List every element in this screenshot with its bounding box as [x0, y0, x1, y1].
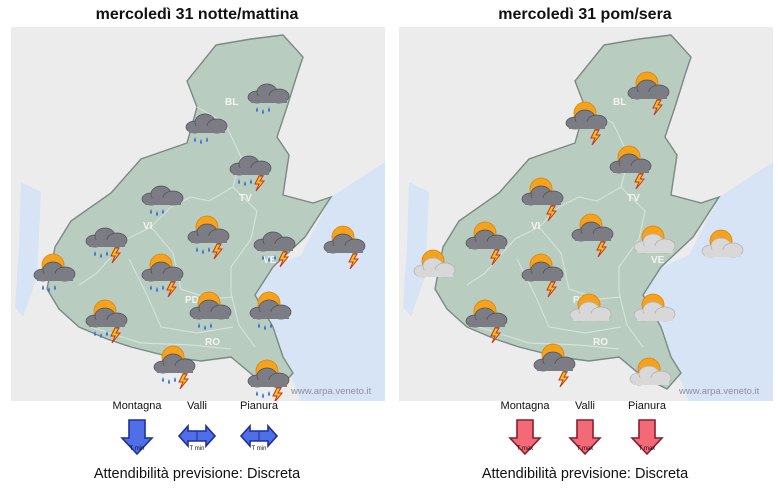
temp-label-montagna: Montagna: [112, 400, 162, 412]
sun-cloud-rain-icon: [249, 291, 292, 330]
sun-cloud-storm-icon: [609, 145, 652, 190]
temp-unit: T max: [516, 446, 534, 452]
sun-cloud-storm-icon: [565, 101, 608, 146]
sun-cloud-rain-storm-icon: [187, 215, 230, 260]
cloudy-rain-icon: [185, 113, 228, 144]
temp-label-pianura: Pianura: [628, 400, 666, 412]
cloudy-rain-storm-icon: [85, 227, 128, 264]
veneto-map: BL TV VI VE PD RO: [399, 27, 773, 401]
temp-label-valli: Valli: [187, 400, 207, 412]
sun-cloud-icon: [413, 249, 456, 278]
sun-cloud-storm-icon: [521, 253, 564, 298]
svg-text:BL: BL: [613, 97, 626, 108]
sun-cloud-storm-icon: [521, 177, 564, 222]
cloudy-rain-storm-icon: [253, 231, 296, 268]
sun-cloud-storm-icon: [571, 213, 614, 258]
cloudy-rain-icon: [141, 185, 184, 216]
sun-cloud-icon: [633, 225, 676, 254]
sun-cloud-storm-icon: [465, 299, 508, 344]
credit-text: www.arpa.veneto.it: [291, 386, 372, 397]
svg-text:VE: VE: [651, 255, 665, 266]
svg-text:TV: TV: [239, 193, 252, 204]
svg-text:VI: VI: [143, 221, 153, 232]
panel-title: mercoledì 31 pom/sera: [498, 6, 672, 23]
cloudy-rain-storm-icon: [229, 155, 272, 192]
sun-cloud-icon: [629, 357, 672, 386]
svg-text:RO: RO: [593, 337, 608, 348]
forecast-panel-right: mercoledì 31 pom/sera BL TV VI VE PD RO …: [395, 0, 775, 488]
red-down-arrow-icon: [568, 419, 602, 456]
blue-stable-arrow-icon: [177, 423, 217, 449]
sun-cloud-rain-storm-icon: [141, 253, 184, 298]
svg-text:PD: PD: [185, 295, 199, 306]
cloudy-rain-icon: [247, 83, 290, 114]
sun-cloud-storm-icon: [465, 221, 508, 266]
reliability-text: Attendibilità previsione: Discreta: [481, 466, 689, 482]
reliability-text: Attendibilità previsione: Discreta: [93, 466, 301, 482]
veneto-map: BL TV VI VE PD RO: [11, 27, 385, 401]
red-down-arrow-icon: [630, 419, 664, 456]
sun-cloud-icon: [569, 293, 612, 322]
temp-unit: T min: [189, 446, 205, 452]
sun-cloud-storm-icon: [323, 225, 366, 270]
temp-unit: T max: [576, 446, 594, 452]
temp-label-valli: Valli: [575, 400, 595, 412]
sun-cloud-storm-icon: [533, 343, 576, 388]
temp-label-montagna: Montagna: [500, 400, 550, 412]
sun-cloud-icon: [701, 229, 744, 258]
credit-text: www.arpa.veneto.it: [679, 386, 760, 397]
sun-cloud-icon: [633, 293, 676, 322]
svg-text:TV: TV: [627, 193, 640, 204]
svg-text:VI: VI: [531, 221, 541, 232]
sun-cloud-storm-icon: [627, 71, 670, 116]
temp-unit: T min: [251, 446, 267, 452]
sun-cloud-rain-icon: [189, 291, 232, 330]
svg-text:RO: RO: [205, 337, 220, 348]
blue-down-arrow-icon: [120, 419, 154, 456]
blue-stable-arrow-icon: [239, 423, 279, 449]
sun-cloud-rain-storm-icon: [247, 359, 290, 401]
temp-unit: T min: [129, 446, 145, 452]
temp-unit: T max: [638, 446, 656, 452]
temp-label-pianura: Pianura: [240, 400, 278, 412]
sun-cloud-rain-storm-icon: [153, 345, 196, 390]
sun-cloud-rain-icon: [33, 253, 76, 292]
svg-text:BL: BL: [225, 97, 238, 108]
forecast-panel-left: mercoledì 31 notte/mattina BL TV VI VE P…: [7, 0, 387, 488]
panel-title: mercoledì 31 notte/mattina: [95, 6, 299, 23]
sun-cloud-rain-storm-icon: [85, 299, 128, 344]
red-down-arrow-icon: [508, 419, 542, 456]
